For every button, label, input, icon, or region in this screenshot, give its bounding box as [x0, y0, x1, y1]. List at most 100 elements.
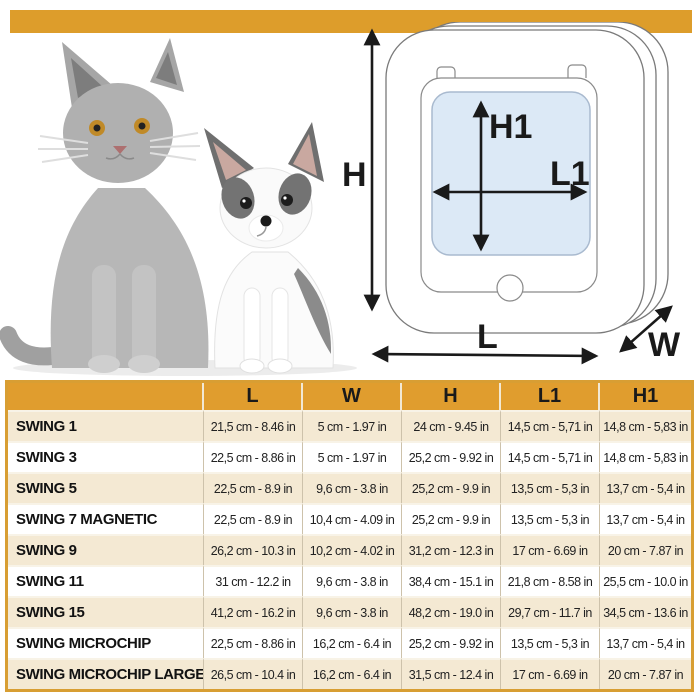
dim-L1: 17 cm - 6.69 in [501, 534, 600, 565]
dim-L1: 13,5 cm - 5,3 in [501, 627, 600, 658]
dim-H: 31,5 cm - 12.4 in [402, 658, 501, 689]
dim-L1: 13,5 cm - 5,3 in [501, 503, 600, 534]
dim-H: 48,2 cm - 19.0 in [402, 596, 501, 627]
header-W: W [303, 383, 402, 410]
dim-L: 41,2 cm - 16.2 in [204, 596, 303, 627]
dim-H: 25,2 cm - 9.9 in [402, 503, 501, 534]
dog-front-leg [243, 287, 261, 367]
model-name: SWING 3 [8, 441, 204, 472]
dog-eye-glint [242, 199, 246, 203]
cat-illustration [0, 38, 209, 373]
cat-body [50, 188, 209, 368]
dim-H: 31,2 cm - 12.3 in [402, 534, 501, 565]
dim-L1: 14,5 cm - 5,71 in [501, 410, 600, 441]
flap-body [385, 22, 669, 334]
dim-H1: 13,7 cm - 5,4 in [600, 472, 691, 503]
dog-paw [267, 358, 293, 374]
dog-eye-glint [283, 196, 287, 200]
dim-H1: 20 cm - 7.87 in [600, 658, 691, 689]
dim-H1: 25,5 cm - 10.0 in [600, 565, 691, 596]
dim-L: 22,5 cm - 8.86 in [204, 627, 303, 658]
cat-paw [128, 355, 160, 373]
header-L: L [204, 383, 303, 410]
dim-W: 5 cm - 1.97 in [303, 441, 402, 472]
dim-W: 16,2 cm - 6.4 in [303, 658, 402, 689]
dim-L1: 21,8 cm - 8.58 in [501, 565, 600, 596]
arrow-L [371, 345, 599, 365]
model-name: SWING 7 MAGNETIC [8, 503, 204, 534]
arrow-W [619, 305, 673, 353]
dog-ear-inner [293, 134, 317, 176]
table-row: SWING 7 MAGNETIC 22,5 cm - 8.9 in 10,4 c… [8, 503, 691, 534]
dog-nose [260, 215, 272, 227]
header-H: H [402, 383, 501, 410]
model-name: SWING 9 [8, 534, 204, 565]
dim-L: 22,5 cm - 8.86 in [204, 441, 303, 472]
label-L1: L1 [550, 155, 590, 193]
dog-eye [240, 197, 252, 209]
table-header-row: L W H L1 H1 [8, 383, 691, 410]
dim-H1: 14,8 cm - 5,83 in [600, 441, 691, 472]
dim-W: 9,6 cm - 3.8 in [303, 596, 402, 627]
cat-pupil [93, 124, 101, 132]
dim-L: 26,2 cm - 10.3 in [204, 534, 303, 565]
flap-window [431, 91, 591, 256]
cat-nose [113, 146, 127, 154]
dimension-arrows [363, 28, 673, 365]
cat-dog-photo [0, 38, 357, 376]
dim-L: 22,5 cm - 8.9 in [204, 503, 303, 534]
dim-W: 16,2 cm - 6.4 in [303, 627, 402, 658]
cat-head [63, 83, 173, 183]
dim-H: 38,4 cm - 15.1 in [402, 565, 501, 596]
dim-W: 10,4 cm - 4.09 in [303, 503, 402, 534]
dim-L: 26,5 cm - 10.4 in [204, 658, 303, 689]
model-name: SWING MICROCHIP [8, 627, 204, 658]
table-row: SWING 1 21,5 cm - 8.46 in 5 cm - 1.97 in… [8, 410, 691, 441]
dim-H1: 13,7 cm - 5,4 in [600, 503, 691, 534]
dim-H: 25,2 cm - 9.92 in [402, 627, 501, 658]
cat-front-leg [92, 265, 116, 368]
dim-H1: 20 cm - 7.87 in [600, 534, 691, 565]
table-row: SWING MICROCHIP 22,5 cm - 8.86 in 16,2 c… [8, 627, 691, 658]
header-L1: L1 [501, 383, 600, 410]
dim-L1: 14,5 cm - 5,71 in [501, 441, 600, 472]
dim-L: 31 cm - 12.2 in [204, 565, 303, 596]
dim-L1: 13,5 cm - 5,3 in [501, 472, 600, 503]
dim-H1: 14,8 cm - 5,83 in [600, 410, 691, 441]
dim-H: 25,2 cm - 9.9 in [402, 472, 501, 503]
label-L: L [477, 318, 498, 356]
model-name: SWING MICROCHIP LARGE [8, 658, 204, 689]
model-name: SWING 11 [8, 565, 204, 596]
table-row: SWING 11 31 cm - 12.2 in 9,6 cm - 3.8 in… [8, 565, 691, 596]
label-W: W [648, 326, 681, 364]
dog-ear-inner [213, 142, 246, 180]
dog-eye [281, 194, 293, 206]
flap-tab [436, 66, 456, 80]
dim-H: 25,2 cm - 9.92 in [402, 441, 501, 472]
dog-front-leg [271, 287, 289, 367]
dim-W: 5 cm - 1.97 in [303, 410, 402, 441]
dim-L: 21,5 cm - 8.46 in [204, 410, 303, 441]
dim-W: 9,6 cm - 3.8 in [303, 565, 402, 596]
table-row: SWING 5 22,5 cm - 8.9 in 9,6 cm - 3.8 in… [8, 472, 691, 503]
header-model [8, 383, 204, 410]
cat-ear-inner [156, 52, 177, 85]
table-row: SWING MICROCHIP LARGE 26,5 cm - 10.4 in … [8, 658, 691, 689]
table-row: SWING 3 22,5 cm - 8.86 in 5 cm - 1.97 in… [8, 441, 691, 472]
flap-dimension-diagram: H H1 L1 L W [342, 22, 681, 365]
cat-mouth [105, 153, 135, 160]
dim-L: 22,5 cm - 8.9 in [204, 472, 303, 503]
dog-back-patch [294, 268, 332, 354]
dog-mouth [256, 226, 267, 237]
flap-tab [567, 64, 587, 78]
model-name: SWING 15 [8, 596, 204, 627]
cat-front-leg [132, 265, 156, 368]
dim-H1: 34,5 cm - 13.6 in [600, 596, 691, 627]
cat-pupil [138, 122, 146, 130]
dim-H: 24 cm - 9.45 in [402, 410, 501, 441]
cat-paw [88, 355, 120, 373]
dim-L1: 29,7 cm - 11.7 in [501, 596, 600, 627]
table-row: SWING 15 41,2 cm - 16.2 in 9,6 cm - 3.8 … [8, 596, 691, 627]
dog-paw [239, 358, 265, 374]
